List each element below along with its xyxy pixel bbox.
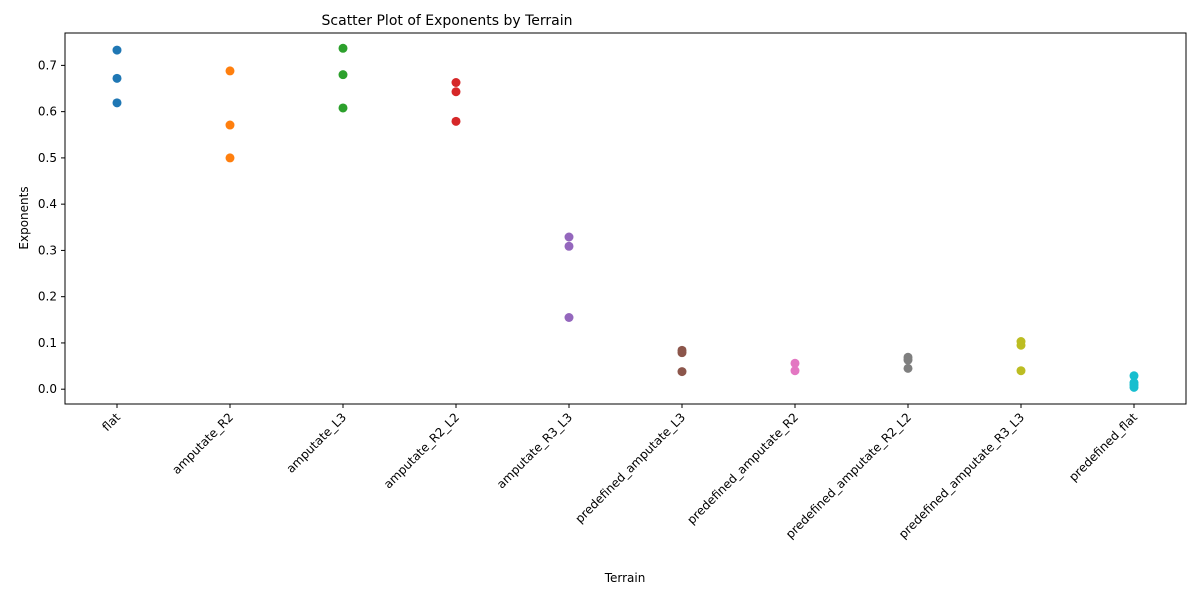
- chart-title: Scatter Plot of Exponents by Terrain: [322, 13, 573, 29]
- plot-area-frame: [64, 32, 1187, 405]
- data-point: [564, 312, 574, 322]
- y-tick-label: 0.2: [38, 290, 57, 304]
- data-point: [1129, 371, 1139, 381]
- x-tick-label: amputate_R2: [169, 410, 236, 477]
- x-tick-label: predefined_amputate_R2_L2: [783, 410, 914, 541]
- data-point: [338, 70, 348, 80]
- x-tick-label: predefined_amputate_R3_L3: [896, 410, 1027, 541]
- data-point: [903, 355, 913, 365]
- data-point: [112, 98, 122, 108]
- x-tick-label: amputate_L3: [284, 410, 350, 476]
- data-point: [1129, 382, 1139, 392]
- y-tick-label: 0.1: [38, 336, 57, 350]
- y-tick-label: 0.3: [38, 243, 57, 257]
- data-point: [225, 66, 235, 76]
- data-point: [338, 43, 348, 53]
- x-tick-label: amputate_R3_L3: [494, 410, 575, 491]
- data-point: [564, 241, 574, 251]
- data-point: [112, 73, 122, 83]
- x-tick-label: predefined_amputate_R2: [684, 410, 801, 527]
- x-tick-label: predefined_amputate_L3: [572, 410, 688, 526]
- y-tick-label: 0.5: [38, 151, 57, 165]
- data-point: [903, 363, 913, 373]
- data-point: [225, 153, 235, 163]
- data-points: [112, 43, 1139, 392]
- y-axis-label: Exponents: [17, 186, 31, 249]
- y-tick-label: 0.7: [38, 58, 57, 72]
- data-point: [225, 120, 235, 130]
- y-tick-label: 0.0: [38, 382, 57, 396]
- data-point: [790, 358, 800, 368]
- data-point: [564, 232, 574, 242]
- data-point: [451, 87, 461, 97]
- data-point: [451, 77, 461, 87]
- data-point: [338, 103, 348, 113]
- data-point: [677, 367, 687, 377]
- data-point: [1016, 340, 1026, 350]
- y-tick-label: 0.6: [38, 105, 57, 119]
- x-tick-label: flat: [99, 410, 123, 434]
- data-point: [112, 45, 122, 55]
- data-point: [677, 348, 687, 358]
- x-tick-label: predefined_flat: [1066, 410, 1140, 484]
- y-axis: 0.0 0.1 0.2 0.3 0.4 0.5 0.6 0.7: [38, 58, 65, 396]
- y-tick-label: 0.4: [38, 197, 57, 211]
- x-axis-label: Terrain: [604, 571, 646, 585]
- data-point: [1016, 366, 1026, 376]
- x-axis: flat amputate_R2 amputate_L3 amputate_R2_L2…: [99, 404, 1140, 541]
- x-tick-label: amputate_R2_L2: [381, 410, 462, 491]
- data-point: [790, 366, 800, 376]
- data-point: [451, 116, 461, 126]
